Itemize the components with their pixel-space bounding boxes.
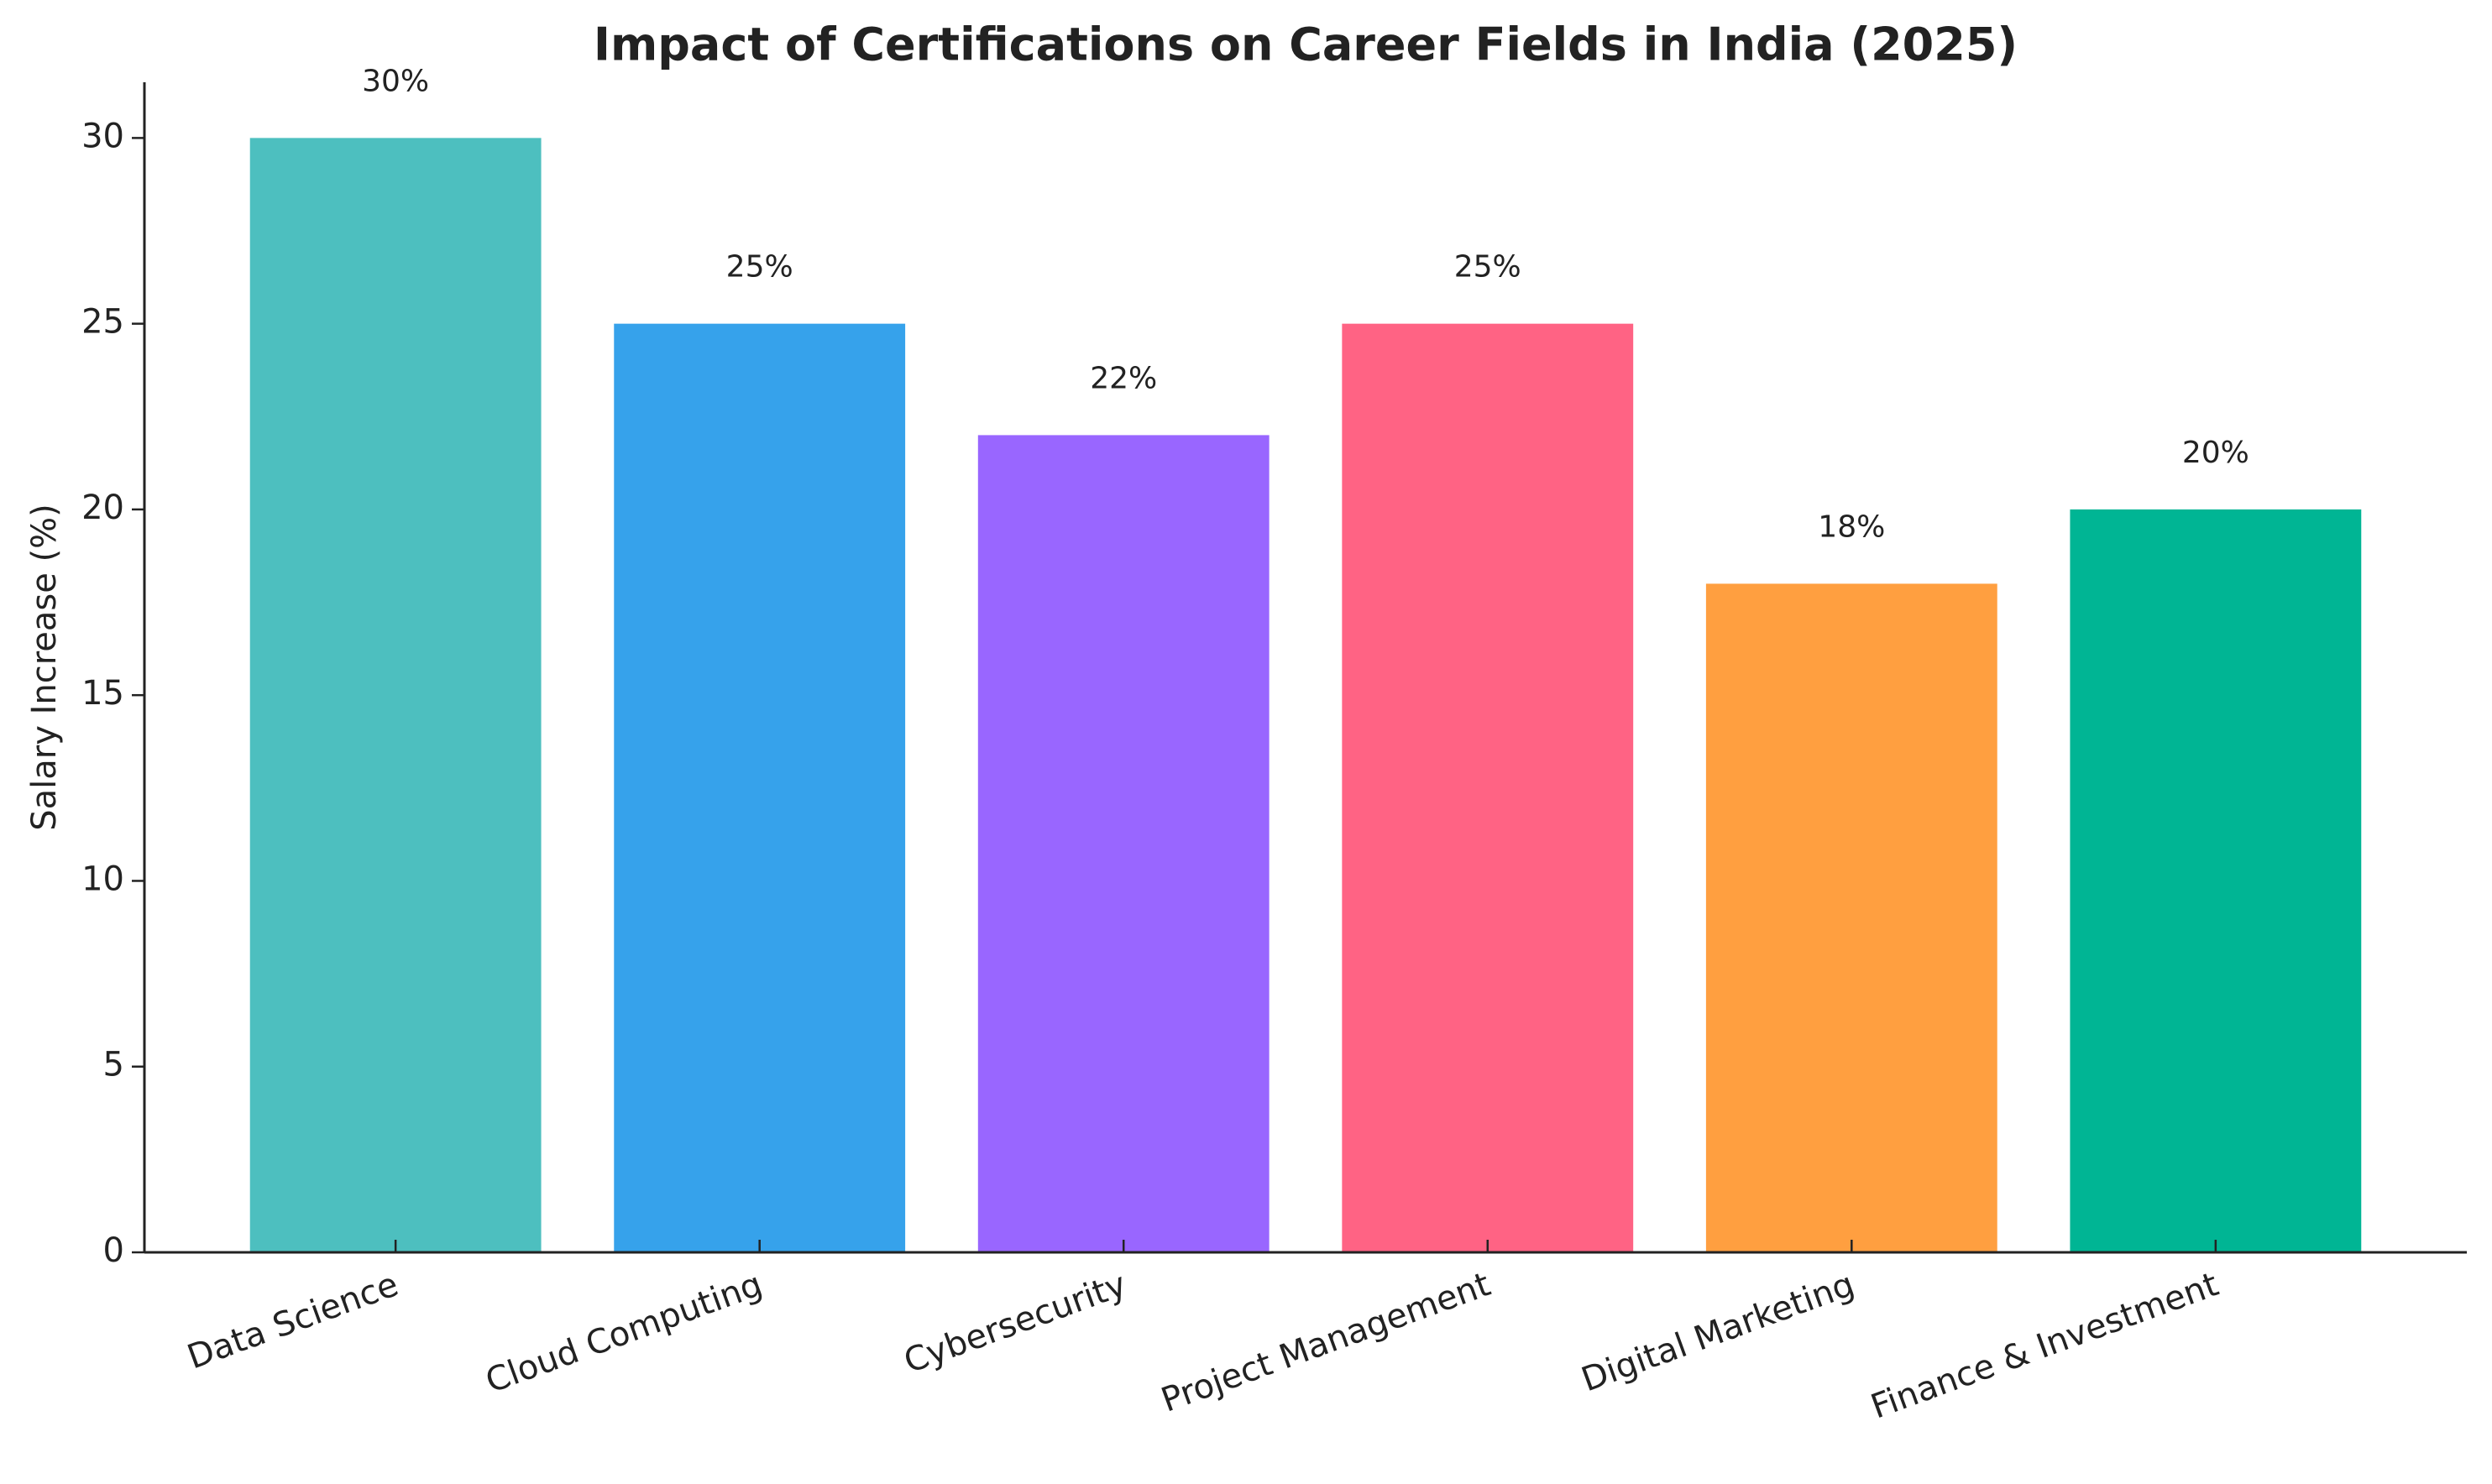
x-tick-label: Project Management	[1156, 1265, 1495, 1420]
x-tick-label: Cybersecurity	[899, 1265, 1132, 1381]
value-label: 20%	[2182, 436, 2249, 470]
bar	[2070, 509, 2362, 1252]
value-label: 25%	[726, 250, 793, 285]
x-tick-label: Data Science	[182, 1265, 403, 1377]
value-label: 18%	[1818, 509, 1885, 544]
value-label: 30%	[362, 64, 429, 98]
y-tick-label: 0	[103, 1231, 124, 1270]
y-tick-label: 20	[81, 489, 124, 527]
bar	[977, 435, 1270, 1252]
y-axis-label: Salary Increase (%)	[25, 504, 64, 831]
chart-title: Impact of Certifications on Career Field…	[594, 18, 2018, 71]
x-tick-label: Finance & Investment	[1866, 1265, 2223, 1426]
value-label: 22%	[1090, 361, 1157, 395]
y-tick-label: 10	[81, 860, 124, 898]
y-tick-label: 5	[103, 1046, 124, 1084]
bar	[1342, 323, 1634, 1253]
y-tick-label: 30	[81, 117, 124, 155]
x-tick-label: Digital Marketing	[1577, 1265, 1860, 1399]
y-tick-label: 15	[81, 674, 124, 713]
bar	[1705, 583, 1997, 1252]
y-tick-label: 25	[81, 303, 124, 342]
x-tick-label: Cloud Computing	[481, 1265, 767, 1401]
bar	[249, 138, 542, 1252]
bar	[614, 323, 906, 1253]
value-label: 25%	[1454, 250, 1521, 285]
